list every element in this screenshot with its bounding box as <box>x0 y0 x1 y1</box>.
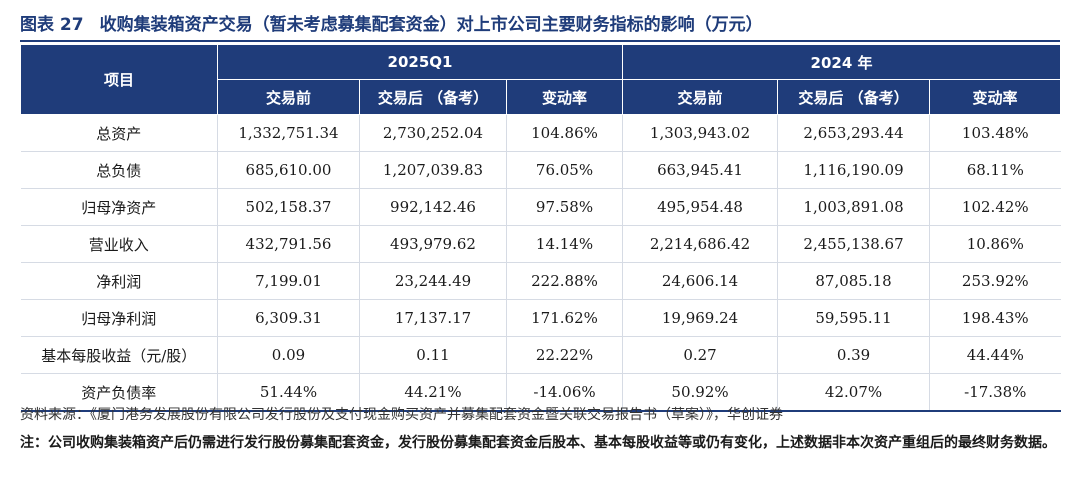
group-header-2024: 2024 年 <box>622 44 1062 80</box>
table-cell: 14.14% <box>505 225 623 263</box>
subheader-change: 变动率 <box>929 79 1062 115</box>
table-cell: 2,653,293.44 <box>777 114 930 152</box>
table-cell: 2,455,138.67 <box>777 225 930 263</box>
table-cell: 50.92% <box>622 373 778 412</box>
row-label: 总资产 <box>20 114 218 152</box>
subheader-before: 交易前 <box>622 79 779 115</box>
group-header-2025q1: 2025Q1 <box>216 44 624 80</box>
table-cell: 685,610.00 <box>217 151 360 189</box>
financial-table: 项目 2025Q1 2024 年 交易前 交易后 （备考） 变动率 交易前 交易… <box>20 44 1062 412</box>
table-row: 归母净利润 6,309.31 17,137.17 171.62% 19,969.… <box>20 299 1061 337</box>
table-cell: 10.86% <box>929 225 1061 263</box>
table-cell: 0.27 <box>622 336 778 374</box>
figure-title: 图表 27 收购集装箱资产交易（暂未考虑募集配套资金）对上市公司主要财务指标的影响… <box>20 10 1070 35</box>
table-row: 净利润 7,199.01 23,244.49 222.88% 24,606.14… <box>20 262 1061 300</box>
table-row: 营业收入 432,791.56 493,979.62 14.14% 2,214,… <box>20 225 1061 263</box>
row-label: 总负债 <box>20 151 218 189</box>
item-header: 项目 <box>20 44 218 115</box>
table-cell: 0.09 <box>217 336 360 374</box>
subheader-after: 交易后 （备考） <box>777 79 931 115</box>
table-cell: 44.21% <box>359 373 507 412</box>
table-cell: 198.43% <box>929 299 1061 337</box>
source-note: 资料来源：《厦门港务发展股份有限公司发行股份及支付现金购买资产并募集配套资金暨关… <box>20 407 783 423</box>
table-cell: 1,116,190.09 <box>777 151 930 189</box>
table-cell: 0.11 <box>359 336 507 374</box>
table-cell: 44.44% <box>929 336 1061 374</box>
table-cell: 68.11% <box>929 151 1061 189</box>
table-cell: 1,332,751.34 <box>217 114 360 152</box>
table-cell: 0.39 <box>777 336 930 374</box>
table-cell: 1,207,039.83 <box>359 151 507 189</box>
figure-title-text: 收购集装箱资产交易（暂未考虑募集配套资金）对上市公司主要财务指标的影响（万元） <box>99 15 763 35</box>
table-row: 总资产 1,332,751.34 2,730,252.04 104.86% 1,… <box>20 114 1061 152</box>
title-rule <box>20 40 1060 42</box>
table-cell: 17,137.17 <box>359 299 507 337</box>
table-row: 基本每股收益（元/股） 0.09 0.11 22.22% 0.27 0.39 4… <box>20 336 1061 374</box>
subheader-change: 变动率 <box>505 79 624 115</box>
table-cell: 495,954.48 <box>622 188 778 226</box>
table-cell: 51.44% <box>217 373 360 412</box>
row-label: 资产负债率 <box>20 373 218 412</box>
table-cell: 992,142.46 <box>359 188 507 226</box>
row-label: 归母净资产 <box>20 188 218 226</box>
table-cell: 2,214,686.42 <box>622 225 778 263</box>
table-cell: 23,244.49 <box>359 262 507 300</box>
table-cell: 22.22% <box>505 336 623 374</box>
table-cell: 171.62% <box>505 299 623 337</box>
table-cell: -14.06% <box>505 373 623 412</box>
table-row: 归母净资产 502,158.37 992,142.46 97.58% 495,9… <box>20 188 1061 226</box>
table-cell: -17.38% <box>929 373 1061 412</box>
table-cell: 76.05% <box>505 151 623 189</box>
table-row: 资产负债率 51.44% 44.21% -14.06% 50.92% 42.07… <box>20 373 1061 412</box>
table-cell: 1,303,943.02 <box>622 114 778 152</box>
table-cell: 24,606.14 <box>622 262 778 300</box>
row-label: 基本每股收益（元/股） <box>20 336 218 374</box>
table-cell: 432,791.56 <box>217 225 360 263</box>
table-cell: 253.92% <box>929 262 1061 300</box>
footnote: 注：公司收购集装箱资产后仍需进行发行股份募集配套资金，发行股份募集配套资金后股本… <box>20 435 1056 451</box>
table-cell: 97.58% <box>505 188 623 226</box>
table-row: 总负债 685,610.00 1,207,039.83 76.05% 663,9… <box>20 151 1061 189</box>
table-cell: 59,595.11 <box>777 299 930 337</box>
row-label: 净利润 <box>20 262 218 300</box>
table-cell: 7,199.01 <box>217 262 360 300</box>
table-cell: 502,158.37 <box>217 188 360 226</box>
table-cell: 1,003,891.08 <box>777 188 930 226</box>
row-label: 营业收入 <box>20 225 218 263</box>
subheader-after: 交易后 （备考） <box>359 79 507 115</box>
subheader-before: 交易前 <box>217 79 360 115</box>
table-cell: 493,979.62 <box>359 225 507 263</box>
table-cell: 87,085.18 <box>777 262 930 300</box>
table-cell: 222.88% <box>505 262 623 300</box>
figure-label: 图表 27 <box>20 15 84 35</box>
table-cell: 2,730,252.04 <box>359 114 507 152</box>
table-cell: 103.48% <box>929 114 1061 152</box>
row-label: 归母净利润 <box>20 299 218 337</box>
table-cell: 104.86% <box>505 114 623 152</box>
table-cell: 19,969.24 <box>622 299 778 337</box>
table-cell: 6,309.31 <box>217 299 360 337</box>
table-cell: 663,945.41 <box>622 151 778 189</box>
table-cell: 42.07% <box>777 373 930 412</box>
table-cell: 102.42% <box>929 188 1061 226</box>
